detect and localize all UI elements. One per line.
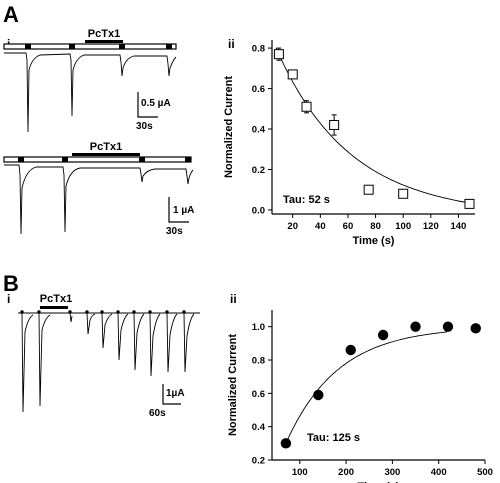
y-axis-title: Normalized Current bbox=[227, 334, 239, 436]
data-point bbox=[363, 184, 374, 195]
y-tick-label: 0.8 bbox=[252, 356, 265, 367]
panel-b-ii-sublabel: ii bbox=[230, 292, 237, 306]
x-tick-label: 80 bbox=[370, 221, 381, 232]
x-tick-label: 400 bbox=[431, 467, 447, 478]
x-tick-label: 500 bbox=[477, 467, 493, 478]
x-tick-label: 120 bbox=[423, 221, 439, 232]
x-tick-label: 300 bbox=[384, 467, 400, 478]
y-tick-label: 0.4 bbox=[252, 422, 266, 433]
x-tick-label: 60 bbox=[343, 221, 354, 232]
pctx1-label-b: PcTx1 bbox=[40, 293, 72, 305]
scale-y-a2: 1 µA bbox=[173, 205, 194, 216]
data-point bbox=[377, 329, 389, 341]
pulse-marker bbox=[25, 44, 31, 49]
trace-b-i: PcTx1 1µA 60s bbox=[18, 293, 200, 419]
pulse-marker bbox=[166, 44, 172, 49]
x-tick-label: 100 bbox=[292, 467, 308, 478]
scale-x-b: 60s bbox=[149, 408, 166, 419]
pulse-dots-b bbox=[20, 310, 186, 314]
pulse-marker bbox=[69, 44, 75, 49]
x-tick-label: 20 bbox=[287, 221, 298, 232]
x-tick-label: 140 bbox=[450, 221, 466, 232]
scale-y-b: 1µA bbox=[166, 388, 185, 399]
panel-a-ii-sublabel: ii bbox=[228, 37, 235, 51]
scale-bar-a1 bbox=[137, 92, 158, 118]
panel-label-b: B bbox=[3, 271, 19, 296]
data-point bbox=[273, 49, 284, 60]
data-point bbox=[287, 69, 298, 80]
perfusion-bar-a2 bbox=[3, 156, 192, 163]
x-axis-title: Time (s) bbox=[358, 481, 400, 483]
perfusion-bar-a1 bbox=[3, 43, 177, 50]
current-trace-a2 bbox=[4, 164, 194, 235]
y-tick-label: 0.8 bbox=[252, 44, 265, 55]
scale-x-a1: 30s bbox=[136, 121, 153, 132]
current-trace-a1 bbox=[4, 52, 177, 133]
scale-bar-b bbox=[162, 384, 181, 405]
pulse-marker bbox=[62, 157, 68, 162]
fit-curve bbox=[285, 331, 448, 444]
y-axis-title: Normalized Current bbox=[223, 76, 235, 178]
pctx1-label-a2: PcTx1 bbox=[90, 141, 122, 153]
chart-b-ii: Tau: 125 s 100 200 300 400 500 0.2 0.4 0.6 0.8 1.… bbox=[227, 310, 493, 483]
data-point bbox=[410, 321, 421, 332]
x-tick-label: 100 bbox=[395, 221, 411, 232]
y-tick-label: 0.2 bbox=[252, 165, 265, 176]
y-tick-label: 1.0 bbox=[252, 322, 265, 333]
trace-a-i-1: PcTx1 0.5 µA 30s bbox=[3, 28, 177, 133]
data-point bbox=[470, 323, 481, 334]
data-point bbox=[280, 438, 292, 449]
pctx1-bar-b bbox=[40, 306, 68, 309]
tau-annotation-b: Tau: 125 s bbox=[307, 432, 360, 444]
y-tick-label: 0.4 bbox=[252, 125, 266, 136]
x-axis-title: Time (s) bbox=[353, 235, 395, 247]
pctx1-bar-a2 bbox=[72, 153, 140, 156]
y-tick-label: 0.2 bbox=[252, 456, 265, 467]
scale-y-a1: 0.5 µA bbox=[141, 98, 171, 109]
data-point bbox=[464, 198, 475, 209]
pulse-marker bbox=[119, 44, 125, 49]
x-tick-label: 200 bbox=[338, 467, 354, 478]
data-point bbox=[345, 344, 356, 356]
scale-x-a2: 30s bbox=[166, 226, 183, 237]
data-point bbox=[398, 188, 409, 199]
data-point bbox=[301, 101, 312, 112]
fit-curve bbox=[275, 47, 473, 204]
data-point bbox=[329, 119, 340, 130]
panel-label-a: A bbox=[3, 2, 19, 27]
trace-a-i-2: PcTx1 1 µA 30s bbox=[3, 141, 194, 237]
tau-annotation-a: Tau: 52 s bbox=[283, 194, 330, 206]
scale-bar-a2 bbox=[168, 197, 189, 223]
panel-b-i-sublabel: i bbox=[7, 292, 10, 306]
data-point bbox=[313, 389, 324, 401]
y-tick-label: 0.6 bbox=[252, 84, 265, 95]
pulse-marker bbox=[139, 157, 145, 162]
pulse-marker bbox=[185, 157, 191, 162]
data-point bbox=[442, 321, 454, 332]
x-tick-label: 40 bbox=[315, 221, 326, 232]
y-tick-label: 0.0 bbox=[252, 205, 265, 216]
pulse-marker bbox=[18, 157, 24, 162]
chart-a-ii: Tau: 52 s 20 40 60 80 100 120 140 0.0 0.2 0.4 0.6 0… bbox=[223, 40, 475, 247]
pctx1-bar-a1 bbox=[85, 40, 123, 43]
y-tick-label: 0.6 bbox=[252, 389, 265, 400]
current-trace-b bbox=[21, 312, 195, 413]
pctx1-label-a1: PcTx1 bbox=[88, 28, 120, 40]
